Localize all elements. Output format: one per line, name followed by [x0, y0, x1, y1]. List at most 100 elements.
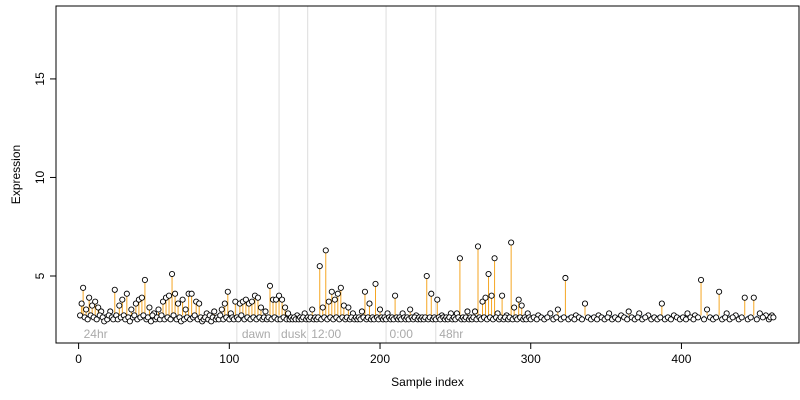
data-point-67 [337, 284, 344, 291]
x-tick-label-4: 400 [671, 352, 691, 366]
data-point-28 [179, 296, 186, 303]
x-tick-label-1: 100 [219, 352, 239, 366]
data-point-90 [474, 243, 482, 250]
data-point-383 [753, 316, 760, 323]
data-point-60 [316, 263, 323, 270]
data-point-1 [80, 284, 87, 291]
data-point-166 [170, 312, 177, 319]
data-point-371 [701, 316, 708, 323]
data-point-24 [165, 292, 173, 299]
data-point-3 [86, 294, 93, 301]
x-tick-label-3: 300 [521, 352, 541, 366]
data-point-109 [581, 300, 589, 307]
data-point-82 [428, 290, 435, 297]
data-point-93 [485, 270, 492, 278]
data-point-6 [95, 304, 102, 311]
data-point-87 [456, 255, 463, 262]
data-point-91 [479, 298, 486, 305]
data-point-384 [759, 314, 766, 321]
data-point-77 [392, 292, 399, 299]
region-label-1: dawn [242, 327, 271, 341]
data-point-194 [235, 316, 242, 323]
data-point-66 [334, 290, 341, 297]
data-point-27 [175, 300, 182, 307]
data-point-10 [111, 286, 118, 293]
data-point-26 [172, 290, 179, 297]
data-point-101 [515, 296, 522, 303]
data-point-48 [257, 304, 265, 311]
data-point-56 [285, 310, 292, 317]
data-point-126 [750, 294, 757, 301]
data-point-2 [83, 306, 90, 313]
region-dividers [236, 6, 437, 343]
data-point-349 [615, 316, 622, 323]
data-point-106 [554, 306, 561, 313]
data-points [77, 239, 777, 325]
data-point-113 [625, 308, 632, 315]
data-point-43 [242, 296, 249, 303]
data-point-330 [544, 314, 551, 321]
data-point-356 [642, 314, 649, 321]
data-point-81 [423, 272, 430, 280]
data-point-63 [325, 298, 332, 305]
data-point-107 [562, 274, 569, 282]
data-point-73 [366, 300, 373, 307]
data-point-135 [93, 316, 100, 323]
plot-frame [55, 5, 800, 344]
data-point-97 [499, 292, 506, 299]
region-label-5: 48hr [439, 327, 463, 341]
y-tick-label-2: 15 [33, 72, 47, 86]
data-point-22 [159, 298, 167, 305]
data-point-370 [694, 314, 702, 321]
data-point-378 [729, 314, 736, 321]
data-point-52 [272, 296, 280, 303]
data-point-71 [358, 308, 365, 315]
x-axis: 0 100 200 300 400 [75, 343, 692, 366]
data-point-59 [309, 306, 316, 313]
data-point-162 [158, 312, 165, 319]
data-point-99 [508, 239, 515, 246]
data-point-49 [262, 308, 269, 315]
data-point-149 [126, 318, 133, 325]
x-tick-label-2: 200 [370, 352, 390, 366]
data-point-195 [238, 312, 245, 319]
data-point-4 [89, 302, 96, 309]
data-point-116 [658, 300, 665, 307]
data-point-118 [684, 310, 691, 317]
data-point-380 [738, 314, 745, 321]
data-point-36 [218, 306, 225, 313]
data-point-92 [482, 294, 489, 301]
data-point-50 [266, 282, 274, 289]
data-point-65 [331, 296, 338, 303]
region-label-0: 24hr [84, 327, 108, 341]
data-point-127 [756, 310, 763, 317]
data-point-53 [276, 292, 283, 299]
data-point-374 [713, 314, 720, 321]
region-labels: 24hr dawn dusk 12:00 0:00 48hr [84, 327, 464, 341]
data-point-5 [92, 298, 99, 305]
data-point-74 [372, 280, 379, 287]
data-point-382 [747, 314, 754, 321]
data-point-33 [196, 300, 203, 307]
data-point-45 [248, 298, 255, 305]
data-point-29 [182, 306, 189, 313]
data-point-187 [217, 312, 224, 319]
data-point-62 [322, 247, 329, 254]
x-axis-label: Sample index [391, 375, 464, 389]
y-axis: 5 10 15 [33, 72, 56, 279]
data-point-21 [155, 306, 162, 313]
data-point-47 [254, 294, 262, 301]
data-point-132 [84, 316, 91, 323]
data-point-0 [78, 300, 85, 307]
data-point-25 [168, 270, 176, 278]
data-point-125 [741, 294, 748, 301]
data-point-61 [319, 304, 326, 311]
data-point-55 [282, 304, 289, 311]
data-point-120 [697, 276, 705, 283]
region-label-4: 0:00 [390, 327, 414, 341]
data-point-64 [328, 288, 335, 295]
data-point-19 [146, 304, 153, 311]
data-point-339 [578, 316, 586, 323]
